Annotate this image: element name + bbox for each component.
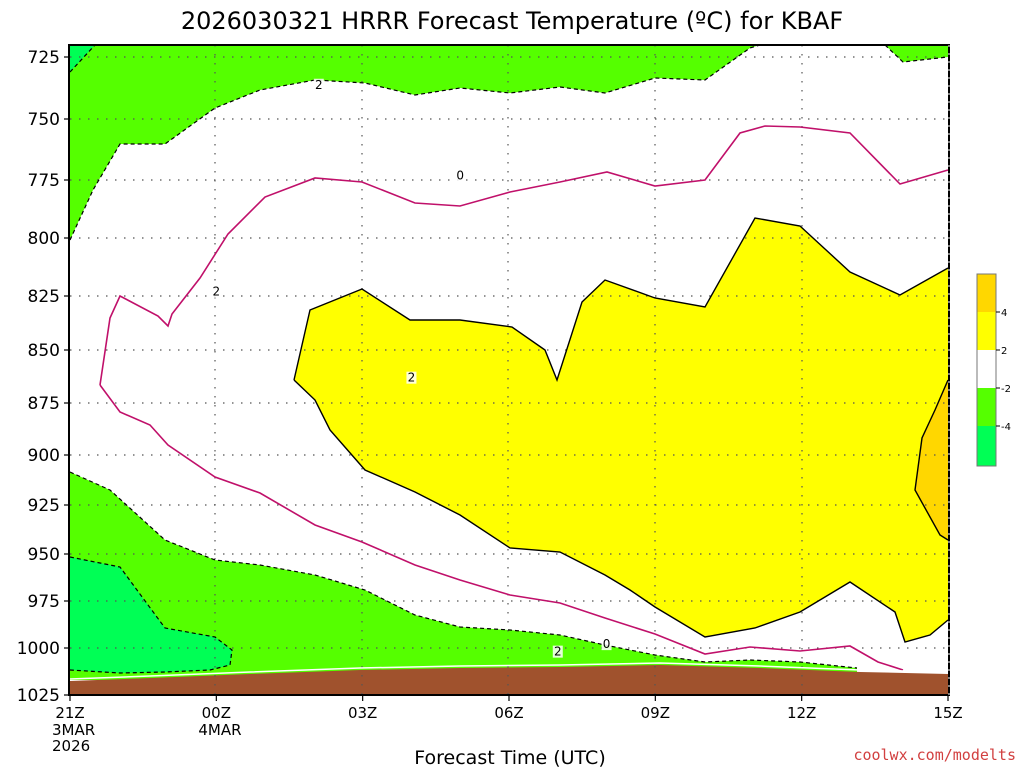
colorbar-band-minus4-to-minus2: [977, 388, 996, 426]
contour-plus4: [914, 379, 949, 541]
colorbar: 4 2 -2 -4: [976, 273, 1011, 467]
x-tick-sublabel: 3MAR: [52, 721, 95, 739]
contour-label-bg: [211, 285, 222, 298]
credit-link[interactable]: coolwx.com/modelts: [853, 746, 1016, 764]
contour-label-bg: [455, 169, 466, 182]
y-tick-label: 950: [28, 545, 60, 565]
ground: [70, 665, 948, 695]
coldest-bottom-pocket: [70, 557, 232, 673]
x-tick-sublabel: 2026: [52, 737, 90, 755]
colorbar-label: 4: [1001, 308, 1007, 319]
x-tick-label: 15Z: [933, 704, 962, 722]
contour-label: 2: [408, 371, 416, 385]
colorbar-band-2-to-4: [977, 312, 996, 350]
contour-zero-upper: [99, 125, 949, 386]
y-axis: 725 750 775 800 825 850 875 900 925 950 975 1000 102…: [17, 48, 70, 706]
colorbar-label: 2: [1001, 346, 1007, 357]
warm-region: [294, 218, 948, 642]
y-tick-label: 850: [28, 341, 60, 361]
cold-band-upper-right: [885, 45, 948, 62]
contour-label: 2: [315, 78, 323, 92]
colorbar-band-minus2-to-2: [977, 350, 996, 388]
surface-line: [69, 662, 949, 680]
y-tick-label: 975: [28, 592, 60, 612]
cold-band-upper: [70, 45, 760, 240]
contour-minus4-top: [69, 44, 96, 73]
contour-label-bg: [601, 638, 612, 651]
temperature-fills: [70, 45, 948, 695]
contour-minus2-lower: [69, 471, 858, 669]
colorbar-frame: [976, 273, 997, 467]
x-tick-sublabel: 4MAR: [198, 721, 241, 739]
y-tick-label: 775: [28, 171, 60, 191]
x-tick-label: 03Z: [348, 704, 377, 722]
contour-label: 0: [456, 169, 464, 183]
cold-band-lower: [70, 472, 857, 680]
contour-label-bg: [313, 78, 324, 91]
chart-title: 2026030321 HRRR Forecast Temperature (ºC…: [181, 7, 843, 35]
contour-label: 2: [213, 285, 221, 299]
contour-minus2-upper: [69, 44, 761, 241]
colorbar-band-above-4: [977, 274, 996, 312]
contour-minus2-upper-right: [884, 44, 949, 63]
contour-lines: [69, 44, 949, 680]
colorbar-label: -2: [1001, 384, 1011, 395]
x-tick-label: 09Z: [641, 704, 670, 722]
colorbar-band-below-minus4: [977, 426, 996, 466]
colorbar-label: -4: [1001, 422, 1011, 433]
x-axis-label: Forecast Time (UTC): [414, 747, 605, 768]
contour-label: 2: [554, 645, 562, 659]
y-tick-label: 1000: [17, 639, 60, 659]
y-tick-label: 750: [28, 110, 60, 130]
y-tick-label: 1025: [17, 686, 60, 706]
contour-plus2-lower: [293, 379, 949, 643]
y-tick-label: 800: [28, 229, 60, 249]
x-tick-label: 21Z: [55, 704, 84, 722]
x-tick-label: 12Z: [787, 704, 816, 722]
contour-zero-lower: [99, 384, 904, 671]
y-tick-label: 925: [28, 496, 60, 516]
contour-labels: 2 0 2 2 0 2: [211, 78, 612, 659]
contour-label: 0: [603, 637, 611, 651]
y-tick-label: 900: [28, 446, 60, 466]
contour-label-bg: [552, 645, 563, 658]
y-tick-label: 875: [28, 394, 60, 414]
x-tick-label: 00Z: [202, 704, 231, 722]
contour-minus4-lower: [69, 556, 233, 674]
grid-lines: [70, 45, 948, 695]
contour-plus2: [293, 217, 949, 383]
y-tick-label: 725: [28, 48, 60, 68]
hot-pocket: [915, 380, 948, 540]
contour-label-bg: [406, 371, 417, 384]
y-tick-label: 825: [28, 287, 60, 307]
x-tick-label: 06Z: [494, 704, 523, 722]
